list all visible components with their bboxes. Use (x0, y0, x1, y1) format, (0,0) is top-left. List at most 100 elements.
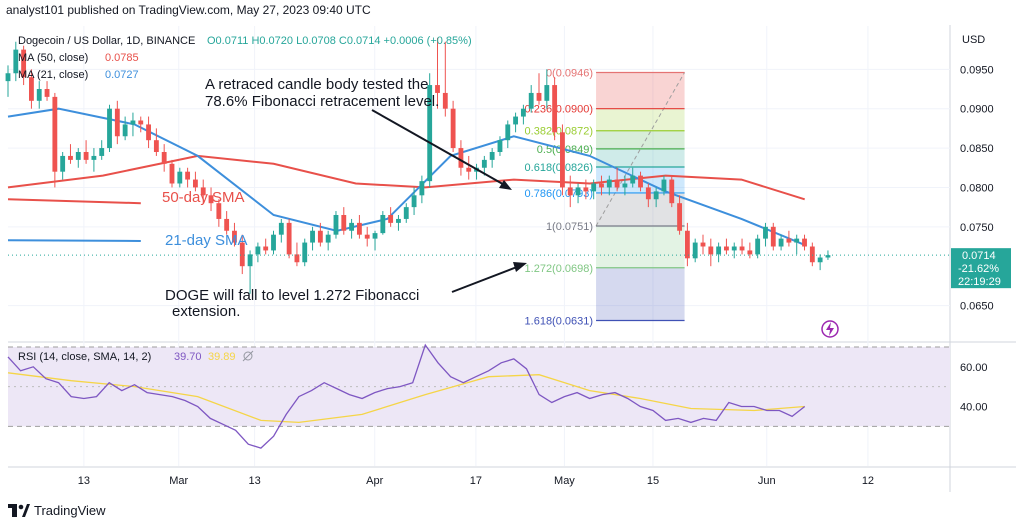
time-tick-label: 12 (862, 475, 874, 487)
fib-level-label: 0.382(0.0872) (525, 126, 594, 138)
candle-body (13, 49, 19, 74)
rsi-legend: RSI (14, close, SMA, 14, 2) (18, 351, 151, 363)
fib-level-label: 0.618(0.0826) (525, 162, 594, 174)
price-tick-label: 0.0650 (960, 301, 994, 313)
bar-countdown: 22:19:29 (958, 276, 1001, 288)
candle-body (560, 132, 565, 188)
candle-body (99, 148, 105, 156)
candle-body (567, 187, 573, 196)
retrace-arrow (371, 109, 509, 188)
candle-body (520, 108, 526, 117)
legend-ohlc: O0.0711 H0.0720 L0.0708 C0.0714 +0.0006 … (207, 35, 472, 47)
retrace-note-line1: A retraced candle body tested the (205, 76, 428, 93)
candle-body (575, 187, 581, 196)
candle-body (271, 234, 276, 251)
retrace-arrowhead (499, 180, 512, 190)
candle-body (700, 242, 706, 247)
candle-body (599, 183, 604, 188)
time-tick-label: Jun (758, 475, 776, 487)
candle-body (653, 191, 659, 200)
candle-body (614, 179, 620, 188)
rsi-legend-value: 39.70 (174, 351, 202, 363)
candle-body (310, 230, 315, 243)
candle-body (692, 242, 698, 259)
legend-ma21-label: MA (21, close) (18, 69, 88, 81)
candle-body (684, 230, 690, 259)
candlestick-series (5, 37, 831, 294)
price-tick-label: 0.0800 (960, 182, 994, 194)
fibonacci-levels: 0(0.0946)0.236(0.0900)0.382(0.0872)0.5(0… (525, 67, 685, 328)
candle-body (21, 49, 27, 78)
ma50-left-segment (7, 198, 141, 205)
candle-body (427, 85, 433, 182)
fib-zone (596, 226, 685, 268)
candle-body (161, 152, 167, 164)
legend-ma50-label: MA (50, close) (18, 52, 88, 64)
candle-body (247, 254, 253, 267)
ma21-left-segment (7, 239, 141, 242)
candle-body (724, 246, 729, 251)
candle-body (122, 124, 128, 137)
candle-body (216, 203, 222, 219)
candle-body (185, 171, 191, 180)
rsi-line (7, 343, 806, 449)
candle-body (83, 152, 89, 160)
time-tick-label: May (554, 475, 575, 487)
candle-body (364, 234, 370, 239)
candle-body (317, 230, 323, 243)
fib-zone (596, 130, 685, 149)
candle-body (770, 226, 776, 247)
candle-body (396, 218, 401, 223)
candle-body (224, 218, 230, 231)
candle-body (263, 246, 269, 251)
candle-body (153, 140, 159, 152)
candle-body (302, 242, 308, 263)
candle-body (778, 238, 784, 247)
candle-body (755, 238, 761, 255)
candle-body (68, 155, 73, 160)
candle-body (794, 238, 800, 243)
price-axis-currency: USD (962, 34, 985, 46)
candle-body (544, 85, 550, 101)
target-arrowhead (513, 262, 527, 272)
publisher-line: analyst101 published on TradingView.com,… (6, 3, 371, 17)
time-tick-label: 13 (78, 475, 90, 487)
last-price-tag: 0.0714 -21.62% 22:19:29 (951, 248, 1011, 289)
visibility-icon[interactable] (242, 350, 254, 362)
rsi-axis-ticks: 60.00 40.00 (960, 362, 988, 414)
candle-body (497, 140, 503, 152)
candle-body (630, 175, 636, 184)
candle-body (325, 234, 331, 243)
fib-zone (596, 108, 685, 131)
candle-body (146, 124, 151, 141)
tradingview-logo-icon (8, 503, 30, 517)
candle-body (802, 238, 807, 247)
candle-body (52, 96, 58, 172)
fib-level-label: 1.272(0.0698) (525, 263, 594, 275)
rsi-tick-label: 60.00 (960, 362, 988, 374)
candle-body (177, 171, 183, 184)
price-axis-ticks: 0.0950 0.0900 0.0850 0.0800 0.0750 0.0650 (960, 64, 994, 312)
candle-body (747, 250, 753, 255)
time-tick-label: 17 (470, 475, 482, 487)
candle-body (208, 195, 214, 204)
candle-body (232, 230, 237, 243)
candle-body (466, 167, 472, 172)
candle-body (294, 254, 300, 263)
candle-body (708, 246, 714, 255)
footer-branding[interactable]: TradingView (8, 503, 106, 518)
replay-icon[interactable] (821, 320, 839, 338)
candle-body (36, 89, 42, 101)
rsi-sma-line (7, 372, 805, 424)
target-note-line1: DOGE will fall to level 1.272 Fibonacci (165, 287, 419, 304)
candle-body (239, 242, 245, 267)
candle-body (200, 187, 206, 196)
candle-body (591, 183, 597, 192)
candle-body (528, 92, 534, 109)
analyst-annotations: A retraced candle body tested the 78.6% … (162, 76, 527, 320)
candle-body (75, 152, 81, 160)
candle-body (825, 255, 831, 258)
fib-level-label: 0.786(0.0793) (525, 188, 594, 200)
